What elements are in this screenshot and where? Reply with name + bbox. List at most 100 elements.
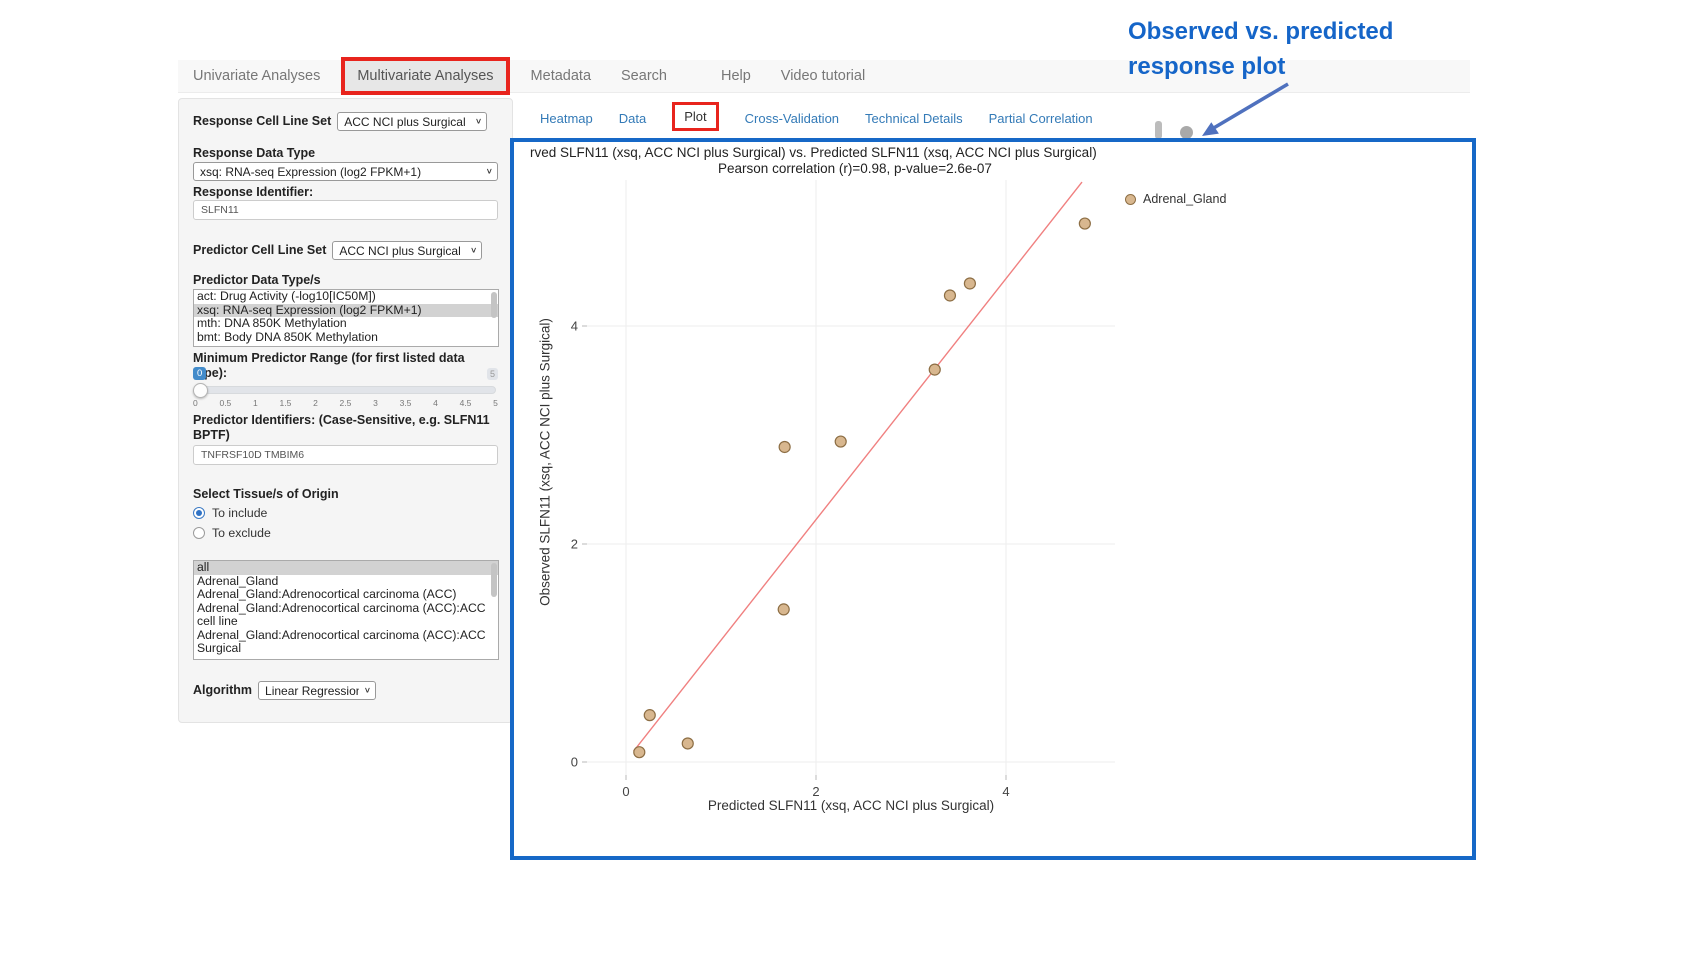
tissue-listbox: all Adrenal_Gland Adrenal_Gland:Adrenocort… [193, 560, 499, 660]
predictor-identifiers-label: Predictor Identifiers: (Case-Sensitive, … [193, 413, 490, 442]
response-identifier-input[interactable] [193, 200, 498, 220]
response-data-type-select[interactable]: xsq: RNA-seq Expression (log2 FPKM+1) ∨ [193, 162, 498, 181]
list-option[interactable]: xsq: RNA-seq Expression (log2 FPKM+1) [194, 303, 498, 317]
nav-item-metadata[interactable]: Metadata [530, 68, 592, 84]
analysis-sidebar: Response Cell Line Set ACC NCI plus Surg… [178, 98, 513, 723]
handle-dot-icon [1180, 126, 1193, 139]
list-option[interactable]: Adrenal_Gland:Adrenocortical carcinoma (… [197, 587, 457, 601]
algorithm-label: Algorithm [193, 683, 253, 697]
list-option[interactable]: Adrenal_Gland:Adrenocortical carcinoma (… [197, 600, 486, 628]
list-option[interactable]: Adrenal_Gland:Adrenocortical carcinoma (… [197, 627, 486, 655]
slider-value-badge: 0 [193, 367, 207, 380]
chevron-down-icon: ∨ [485, 167, 493, 176]
x-tick-label: 0 [622, 784, 629, 799]
response-cell-line-set-label: Response Cell Line Set [193, 114, 332, 128]
x-tick-label: 2 [812, 784, 819, 799]
nav-item-multivariate-analyses[interactable]: Multivariate Analyses [341, 57, 510, 95]
slider-track[interactable] [193, 383, 496, 398]
nav-item-univariate-analyses[interactable]: Univariate Analyses [193, 68, 321, 84]
algorithm-value: Linear Regression [265, 683, 359, 698]
y-axis-title: Observed SLFN11 (xsq, ACC NCI plus Surgi… [537, 318, 553, 606]
data-point[interactable] [633, 746, 646, 759]
annotation-arrow-icon [1202, 82, 1289, 136]
tab-data[interactable]: Data [618, 110, 647, 126]
radio-selected-icon[interactable] [193, 507, 205, 519]
data-point[interactable] [943, 289, 957, 302]
data-point[interactable] [1078, 217, 1091, 230]
data-point[interactable] [777, 603, 790, 616]
predictor-data-types-label: Predictor Data Type/s [193, 273, 321, 287]
predictor-cell-line-set-label: Predictor Cell Line Set [193, 243, 327, 257]
radio-label: To exclude [212, 526, 271, 540]
data-point[interactable] [778, 440, 791, 454]
x-tick-label: 4 [1002, 784, 1009, 799]
legend-marker-icon [1125, 193, 1136, 205]
y-tick-label: 4 [571, 319, 578, 334]
predictor-identifiers-input[interactable] [193, 445, 498, 465]
min-predictor-range-slider: 0 5 0 0.5 1 1.5 2 2.5 3 3.5 4 4.5 5 [193, 367, 498, 413]
list-option[interactable]: mth: DNA 850K Methylation [197, 316, 347, 330]
tab-partial-correlation[interactable]: Partial Correlation [988, 110, 1093, 126]
regression-line [633, 181, 1083, 752]
nav-item-video-tutorial[interactable]: Video tutorial [780, 68, 866, 84]
annotation-text: Observed vs. predicted response plot [1128, 14, 1393, 84]
scrollbar-thumb[interactable] [491, 563, 497, 597]
data-point[interactable] [834, 435, 847, 448]
predictor-cell-line-set-select[interactable]: ACC NCI plus Surgical ∨ [332, 241, 483, 260]
slider-tick-label: 3 [373, 398, 378, 408]
data-point[interactable] [643, 709, 656, 722]
tab-technical-details[interactable]: Technical Details [865, 110, 963, 126]
nav-item-search[interactable]: Search [621, 68, 667, 84]
slider-tick-label: 4.5 [459, 398, 472, 408]
annotation-line2: response plot [1128, 53, 1286, 80]
scrollbar-thumb[interactable] [1155, 121, 1162, 139]
slider-max-label: 5 [486, 368, 498, 380]
tissue-radio-to-include[interactable]: To include [193, 506, 498, 520]
list-option[interactable]: all [194, 561, 498, 575]
tissue-radio-to-exclude[interactable]: To exclude [193, 526, 498, 540]
tab-heatmap[interactable]: Heatmap [540, 110, 593, 126]
tissue-origin-label: Select Tissue/s of Origin [193, 487, 339, 501]
response-data-type-value: xsq: RNA-seq Expression (log2 FPKM+1) [200, 164, 422, 179]
results-tabbar: Heatmap Data Plot Cross-Validation Technical… [540, 102, 1119, 132]
nav-spacer [682, 60, 706, 92]
plot-title: rved SLFN11 (xsq, ACC NCI plus Surgical)… [530, 145, 1097, 160]
response-cell-line-set-select[interactable]: ACC NCI plus Surgical ∨ [337, 112, 488, 131]
data-point[interactable] [928, 363, 941, 376]
data-point[interactable] [963, 277, 976, 290]
plot-subtitle: Pearson correlation (r)=0.98, p-value=2.… [718, 161, 992, 176]
slider-tick-label: 1 [253, 398, 258, 408]
radio-label: To include [212, 506, 268, 520]
nav-item-help[interactable]: Help [720, 68, 751, 84]
list-option[interactable]: act: Drug Activity (-log10[IC50M]) [197, 289, 376, 303]
y-tick-label: 2 [571, 537, 578, 552]
x-axis-title: Predicted SLFN11 (xsq, ACC NCI plus Surg… [707, 798, 995, 813]
slider-tick-label: 1.5 [279, 398, 292, 408]
response-cell-line-set-value: ACC NCI plus Surgical [344, 114, 466, 129]
response-data-type-label: Response Data Type [193, 146, 316, 160]
response-identifier-label: Response Identifier: [193, 185, 314, 199]
algorithm-select[interactable]: Linear Regression ∨ [258, 681, 377, 700]
scrollbar-thumb[interactable] [491, 292, 497, 318]
slider-handle[interactable] [193, 383, 208, 398]
top-navbar: Univariate Analyses Multivariate Analyses… [178, 57, 1470, 95]
tab-cross-validation[interactable]: Cross-Validation [744, 110, 840, 126]
scatter-chart: 0 2 4 0 2 4 [571, 180, 1115, 799]
slider-tick-label: 4 [433, 398, 438, 408]
radio-unselected-icon[interactable] [193, 527, 205, 539]
chart-legend: Adrenal_Gland [1125, 192, 1226, 206]
slider-tick-label: 0.5 [219, 398, 232, 408]
list-option[interactable]: Adrenal_Gland [197, 573, 279, 588]
plot-panel: rved SLFN11 (xsq, ACC NCI plus Surgical)… [510, 138, 1476, 860]
data-point[interactable] [681, 737, 694, 750]
tab-plot[interactable]: Plot [672, 102, 719, 131]
chevron-down-icon: ∨ [363, 686, 372, 695]
slider-tick-label: 0 [193, 398, 198, 408]
legend-label: Adrenal_Gland [1143, 192, 1227, 206]
predictor-cell-line-set-value: ACC NCI plus Surgical [339, 243, 461, 258]
slider-tick-label: 3.5 [399, 398, 412, 408]
y-tick-label: 0 [571, 755, 578, 770]
list-option[interactable]: bmt: Body DNA 850K Methylation [197, 329, 378, 344]
tissue-radio-group: To include To exclude [193, 506, 498, 546]
